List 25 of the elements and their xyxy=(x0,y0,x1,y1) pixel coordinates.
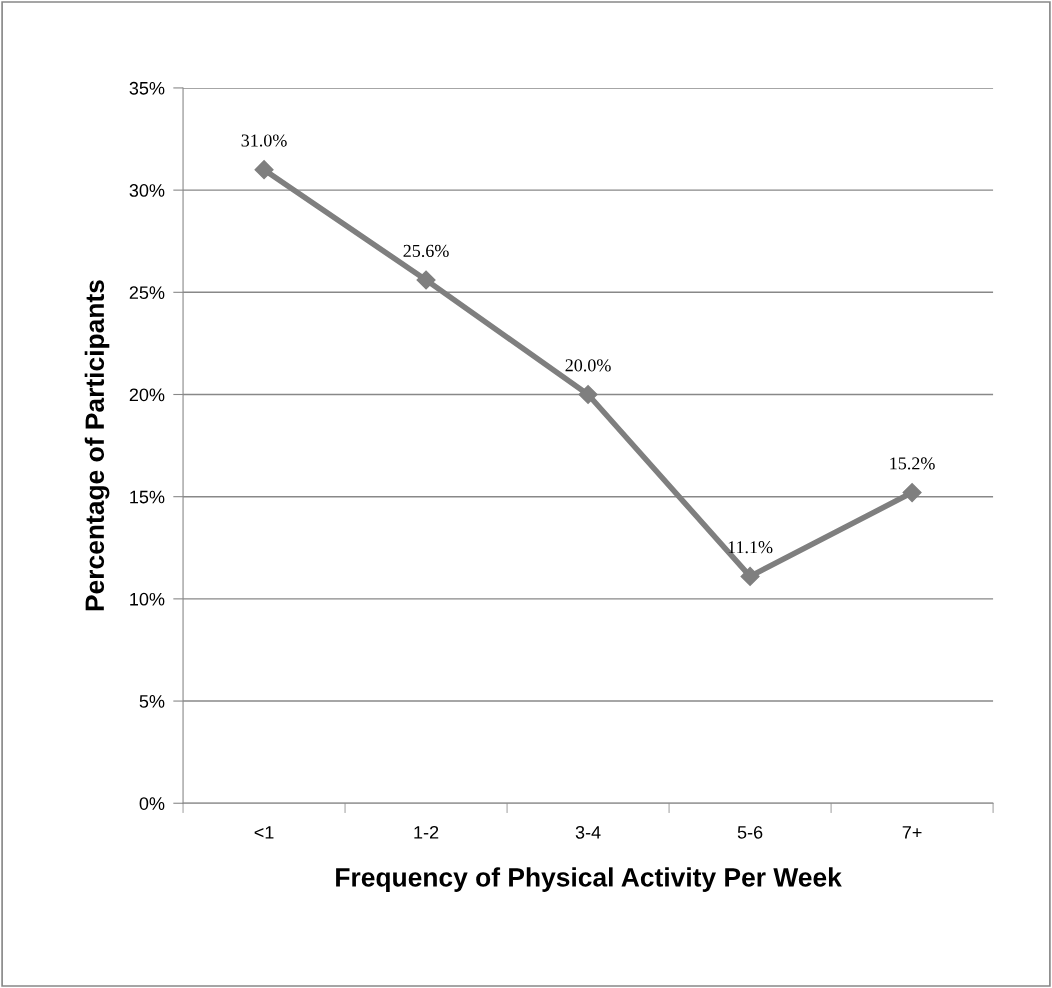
point xyxy=(578,384,598,405)
y-tick-label: 10% xyxy=(130,592,165,606)
y-tick-label: 5% xyxy=(139,695,165,708)
x-tick-label: 5-6 xyxy=(737,825,763,839)
point xyxy=(740,566,760,586)
y-tick-label: 30% xyxy=(129,184,165,197)
point xyxy=(254,160,274,180)
y-axis-title: Percentage of Participants xyxy=(84,280,110,611)
data-label: 31.0% xyxy=(241,134,287,147)
x-tick-label: 7+ xyxy=(902,826,922,839)
data-label: 11.1% xyxy=(728,541,773,554)
y-tick-label: 15% xyxy=(130,490,165,504)
x-tick-label: 1-2 xyxy=(414,825,439,839)
x-tick-label: 3-4 xyxy=(575,825,601,839)
x-tick-label: <1 xyxy=(254,826,274,839)
y-tick-label: 0% xyxy=(139,797,165,810)
point xyxy=(416,270,436,290)
x-axis-title: Frequency of Physical Activity Per Week xyxy=(336,867,842,892)
y-tick-label: 20% xyxy=(129,388,165,402)
y-tick-label: 25% xyxy=(129,286,165,300)
point xyxy=(902,483,922,503)
data-label: 25.6% xyxy=(403,244,449,258)
y-tick-label: 35% xyxy=(129,81,165,95)
data-label: 20.0% xyxy=(565,359,611,372)
data-label: 15.2% xyxy=(890,457,935,470)
